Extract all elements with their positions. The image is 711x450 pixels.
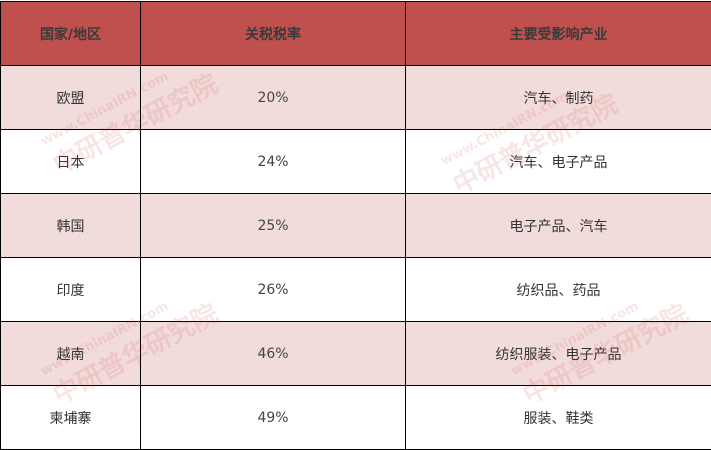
cell-industry: 纺织品、药品 xyxy=(406,258,711,322)
cell-rate: 49% xyxy=(141,386,406,450)
cell-country: 柬埔寨 xyxy=(1,386,141,450)
cell-industry: 汽车、制药 xyxy=(406,66,711,130)
header-industry: 主要受影响产业 xyxy=(406,2,711,66)
cell-country: 日本 xyxy=(1,130,141,194)
cell-country: 印度 xyxy=(1,258,141,322)
cell-rate: 24% xyxy=(141,130,406,194)
header-rate: 关税税率 xyxy=(141,2,406,66)
header-country: 国家/地区 xyxy=(1,2,141,66)
cell-industry: 汽车、电子产品 xyxy=(406,130,711,194)
cell-country: 越南 xyxy=(1,322,141,386)
cell-rate: 25% xyxy=(141,194,406,258)
cell-rate: 20% xyxy=(141,66,406,130)
cell-rate: 26% xyxy=(141,258,406,322)
header-row: 国家/地区 关税税率 主要受影响产业 xyxy=(1,2,711,66)
cell-rate: 46% xyxy=(141,322,406,386)
cell-industry: 电子产品、汽车 xyxy=(406,194,711,258)
cell-industry: 服装、鞋类 xyxy=(406,386,711,450)
cell-country: 欧盟 xyxy=(1,66,141,130)
cell-country: 韩国 xyxy=(1,194,141,258)
cell-industry: 纺织服装、电子产品 xyxy=(406,322,711,386)
